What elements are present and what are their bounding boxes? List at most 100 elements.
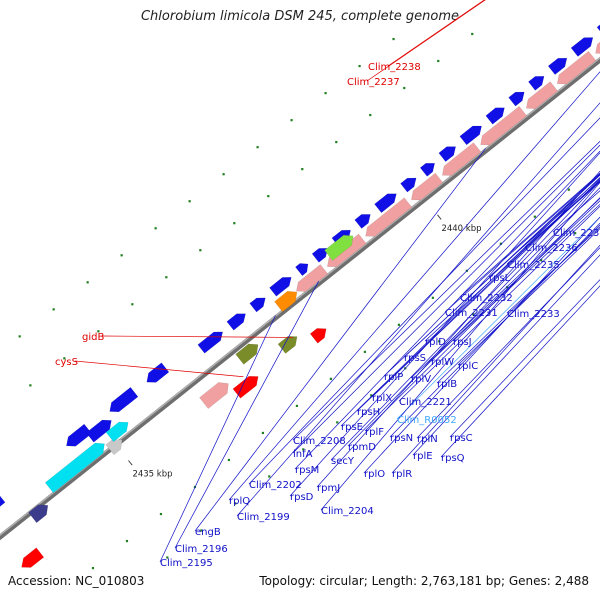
trna-gene-arrow[interactable] [309,328,327,344]
tick-label: 2435 kbp [132,469,172,479]
gc-dot [392,37,395,41]
trna-gene-arrow[interactable] [21,547,45,568]
gene-label[interactable]: rplP [384,372,403,383]
gene-label[interactable]: secY [331,456,355,467]
gene-label[interactable]: rplC [458,361,478,372]
gene-arrow[interactable] [485,107,505,125]
misc-feature-arrow[interactable] [324,234,354,261]
gene-label[interactable]: Clim_2237 [347,77,400,88]
gene-labels[interactable]: Clim_2238 Clim_2237 gidB cysS Clim_2239 Clim_… [55,62,600,569]
ribosomal-gene-arrow[interactable] [480,105,528,146]
gene-label[interactable]: rpmD [348,442,376,453]
gene-label[interactable]: Clim_2202 [249,480,302,491]
gene-label[interactable]: rplR [392,469,412,480]
gene-label[interactable]: rplE [413,451,433,462]
gene-arrow[interactable] [197,331,224,354]
gc-dot [97,330,100,333]
misc-feature-arrow[interactable] [235,343,259,365]
gene-arrow[interactable] [66,423,93,447]
ribosomal-gene-arrow[interactable] [326,233,367,268]
gene-label[interactable]: Clim_2199 [237,512,290,523]
leader-line [294,150,600,470]
gene-arrow[interactable] [419,163,436,177]
gene-arrow[interactable] [249,297,266,313]
gene-label[interactable]: rpsD [290,492,314,503]
ribosomal-gene-arrow[interactable] [442,142,482,176]
leader-line [340,173,600,427]
gene-label[interactable]: rpsJ [453,337,472,348]
hypothetical-gene-arrow[interactable] [44,442,105,494]
gene-arrow[interactable] [528,76,545,91]
ribosomal-gene-arrow[interactable] [525,81,559,109]
gene-arrow[interactable] [400,177,417,193]
gene-label[interactable]: rplD [425,337,446,348]
gene-label[interactable]: Clim_2239 [553,228,600,239]
gene-label[interactable]: rplW [431,357,454,368]
gene-arrow[interactable] [0,493,6,520]
gene-arrow[interactable] [295,263,309,277]
ribosomal-gene-arrow[interactable] [365,197,413,237]
gene-label[interactable]: rpsH [357,407,380,418]
gene-arrow[interactable] [438,146,457,162]
gene-arrow[interactable] [146,362,170,383]
gene-label[interactable]: Clim_2236 [525,243,578,254]
gene-label[interactable]: rpsS [404,353,426,364]
gene-label[interactable]: Clim_2204 [321,506,374,517]
gc-dot [200,529,203,532]
hypothetical-gene-arrow[interactable] [105,421,129,443]
gene-label[interactable]: Clim_2196 [175,544,228,555]
gene-label[interactable]: rplO [364,469,385,480]
gene-label[interactable]: Clim_2195 [160,558,213,569]
gene-arrow[interactable] [547,57,568,75]
gene-arrow[interactable] [596,21,600,36]
gene-label[interactable]: rplX [372,393,392,404]
gene-arrow[interactable] [269,277,292,297]
gene-label[interactable]: infA [293,449,313,460]
misc-feature-arrow[interactable] [274,291,298,313]
gene-label[interactable]: Clim_2235 [507,260,560,271]
gc-dot [533,215,536,218]
gene-label[interactable]: gidB [82,332,104,343]
gene-label[interactable]: rpsE [341,422,363,433]
gene-arrow[interactable] [508,91,525,107]
ribosomal-gene-arrow[interactable] [556,50,597,85]
gene-label[interactable]: Clim_2221 [399,397,452,408]
ribosomal-gene-arrow[interactable] [595,15,600,54]
gene-label[interactable]: rpsM [295,465,319,476]
gene-label[interactable]: Clim_2208 [293,436,346,447]
gene-label[interactable]: rpsC [450,433,473,444]
gene-label[interactable]: rplN [417,434,438,445]
gc-dot [222,173,225,176]
ribosomal-gene-arrow[interactable] [296,264,329,292]
gene-label[interactable]: rpsN [390,433,413,444]
gene-label[interactable]: rpsQ [441,453,465,464]
gene-label[interactable]: rplF [365,427,384,438]
ribosomal-gene-arrow[interactable] [411,172,444,201]
gc-dot [336,421,339,424]
gene-label[interactable]: rplB [437,379,457,390]
gene-label[interactable]: cysS [55,357,78,368]
gene-label[interactable]: Clim_2232 [460,293,513,304]
gene-label[interactable]: Clim_2233 [507,309,560,320]
gene-arrow[interactable] [354,214,371,229]
gene-label[interactable]: Clim_2231 [445,308,498,319]
gene-label[interactable]: Clim_2238 [368,62,421,73]
gc-dot [125,539,129,543]
gene-label[interactable]: Clim_R0052 [397,415,457,426]
gene-arrow[interactable] [109,386,139,413]
gene-label[interactable]: engB [195,527,221,538]
gene-label[interactable]: rplQ [229,496,250,507]
rrna-gene-arrow[interactable] [199,382,229,409]
gene-arrow[interactable] [459,125,482,146]
pseudo-gene-arrow[interactable] [105,439,123,456]
gene-arrow[interactable] [226,313,246,331]
gene-label[interactable]: rplV [411,374,431,385]
gene-label[interactable]: rpmJ [317,483,340,494]
gene-arrow[interactable] [570,37,594,57]
misc-feature-arrow[interactable] [28,504,49,524]
gene-label[interactable]: rpsL [489,273,511,284]
gene-arrow[interactable] [85,419,112,443]
gene-arrow[interactable] [374,193,397,214]
